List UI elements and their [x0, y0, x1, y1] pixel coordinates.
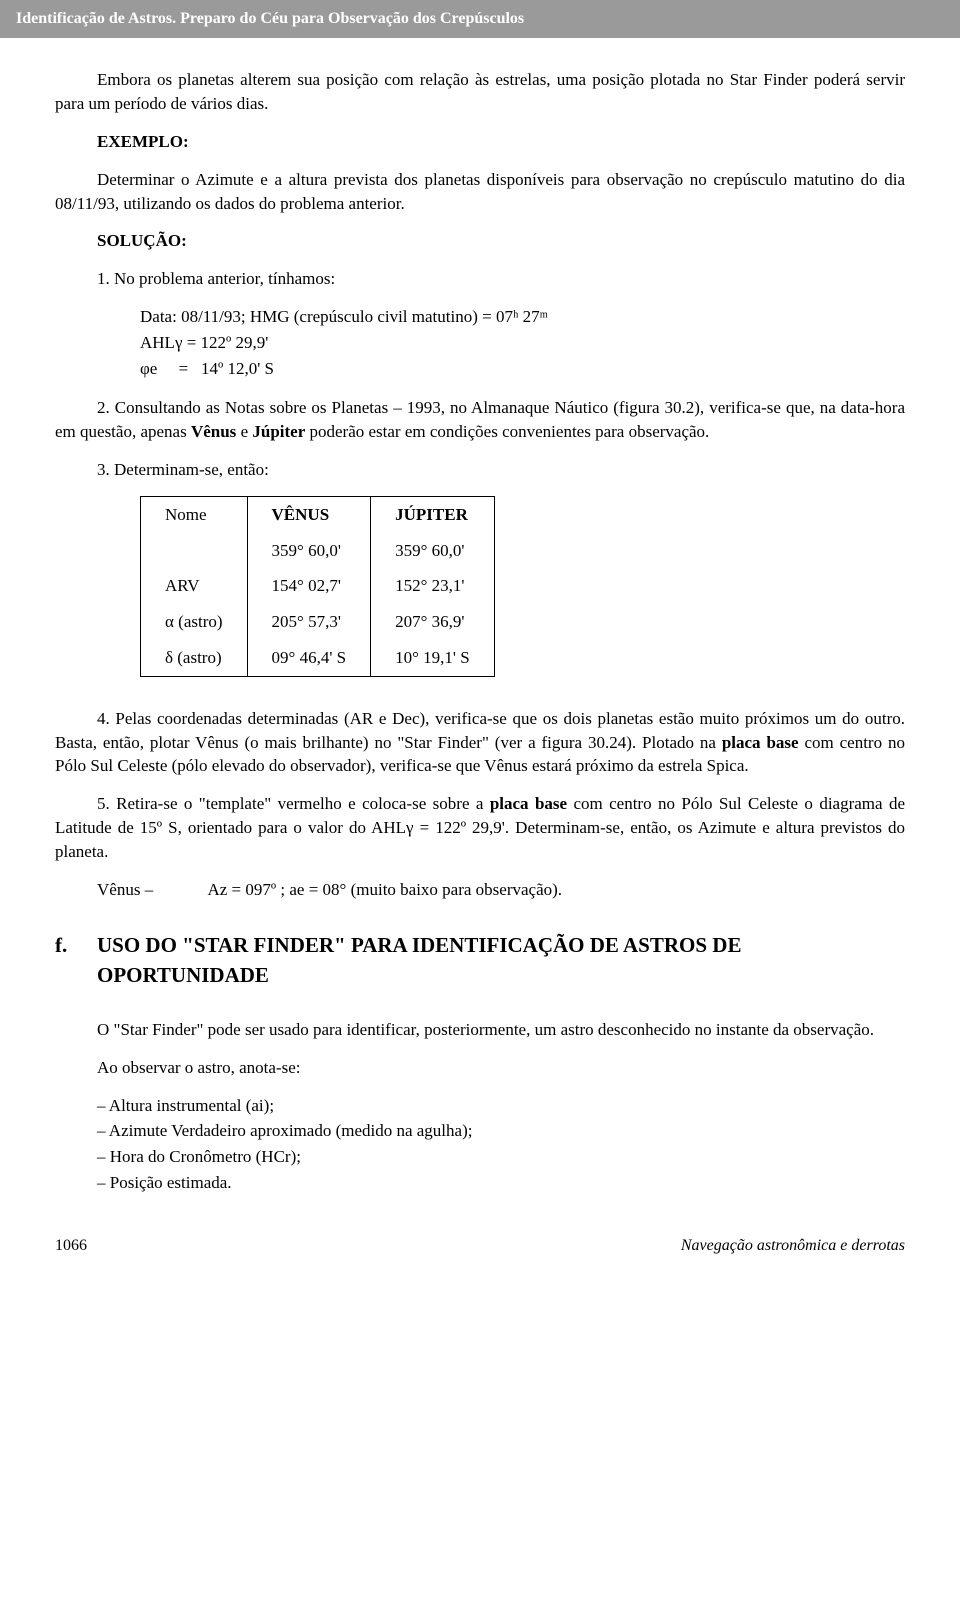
table-row: ARV 154° 02,7' 152° 23,1': [141, 568, 495, 604]
list-item: – Azimute Verdadeiro aproximado (medido …: [97, 1119, 905, 1143]
item-2: 2. Consultando as Notas sobre os Planeta…: [55, 396, 905, 444]
venus-value: Az = 097º ; ae = 08° (muito baixo para o…: [207, 880, 562, 899]
list-item: – Altura instrumental (ai);: [97, 1094, 905, 1118]
planet-table: Nome VÊNUS JÚPITER 359° 60,0' 359° 60,0'…: [140, 496, 495, 677]
section-letter: f.: [55, 931, 97, 960]
item-3: 3. Determinam-se, então:: [55, 458, 905, 482]
table-row: δ (astro) 09° 46,4' S 10° 19,1' S: [141, 640, 495, 676]
item5-bold: placa base: [490, 794, 567, 813]
footer-text: Navegação astronômica e derrotas: [681, 1235, 905, 1257]
table-row: 359° 60,0' 359° 60,0': [141, 533, 495, 569]
item2-bold-jupiter: Júpiter: [252, 422, 305, 441]
item-4: 4. Pelas coordenadas determinadas (AR e …: [55, 707, 905, 778]
intro-paragraph: Embora os planetas alterem sua posição c…: [55, 68, 905, 116]
section-f-p2: Ao observar o astro, anota-se:: [55, 1056, 905, 1080]
data-line-3: φe = 14º 12,0' S: [140, 357, 905, 381]
data-block: Data: 08/11/93; HMG (crepúsculo civil ma…: [140, 305, 905, 380]
cell-j4: 10° 19,1' S: [371, 640, 495, 676]
exemplo-label: EXEMPLO:: [55, 130, 905, 154]
observation-list: – Altura instrumental (ai); – Azimute Ve…: [97, 1094, 905, 1195]
cell-j2: 152° 23,1': [371, 568, 495, 604]
item4-bold: placa base: [722, 733, 799, 752]
cell-v2: 154° 02,7': [247, 568, 371, 604]
item2-text-c: e: [236, 422, 252, 441]
item2-text-e: poderão estar em condições convenientes …: [305, 422, 709, 441]
cell-alpha: α (astro): [141, 604, 248, 640]
cell-v1: 359° 60,0': [247, 533, 371, 569]
exemplo-text: Determinar o Azimute e a altura prevista…: [55, 168, 905, 216]
item-5: 5. Retira-se o "template" vermelho e col…: [55, 792, 905, 863]
page-header: Identificação de Astros. Preparo do Céu …: [0, 0, 960, 38]
th-venus: VÊNUS: [247, 496, 371, 532]
data-line-2: AHLγ = 122º 29,9': [140, 331, 905, 355]
cell-blank: [141, 533, 248, 569]
section-title: USO DO "STAR FINDER" PARA IDENTIFICAÇÃO …: [97, 931, 899, 990]
item-1: 1. No problema anterior, tínhamos:: [55, 267, 905, 291]
venus-result: Vênus – Az = 097º ; ae = 08° (muito baix…: [97, 878, 905, 902]
cell-v3: 205° 57,3': [247, 604, 371, 640]
section-f-p1: O "Star Finder" pode ser usado para iden…: [55, 1018, 905, 1042]
page-footer: 1066 Navegação astronômica e derrotas: [0, 1235, 960, 1257]
list-item: – Hora do Cronômetro (HCr);: [97, 1145, 905, 1169]
cell-j3: 207° 36,9': [371, 604, 495, 640]
list-item: – Posição estimada.: [97, 1171, 905, 1195]
table-row: Nome VÊNUS JÚPITER: [141, 496, 495, 532]
page-number: 1066: [55, 1235, 87, 1257]
th-nome: Nome: [141, 496, 248, 532]
venus-label: Vênus –: [97, 880, 153, 899]
cell-arv: ARV: [141, 568, 248, 604]
cell-v4: 09° 46,4' S: [247, 640, 371, 676]
solucao-label: SOLUÇÃO:: [55, 229, 905, 253]
table-row: α (astro) 205° 57,3' 207° 36,9': [141, 604, 495, 640]
section-heading-f: f.USO DO "STAR FINDER" PARA IDENTIFICAÇÃ…: [55, 931, 905, 990]
page-content: Embora os planetas alterem sua posição c…: [0, 68, 960, 1194]
item5-text-a: 5. Retira-se o "template" vermelho e col…: [97, 794, 490, 813]
th-jupiter: JÚPITER: [371, 496, 495, 532]
cell-j1: 359° 60,0': [371, 533, 495, 569]
cell-delta: δ (astro): [141, 640, 248, 676]
data-line-1: Data: 08/11/93; HMG (crepúsculo civil ma…: [140, 305, 905, 329]
item2-bold-venus: Vênus: [191, 422, 236, 441]
